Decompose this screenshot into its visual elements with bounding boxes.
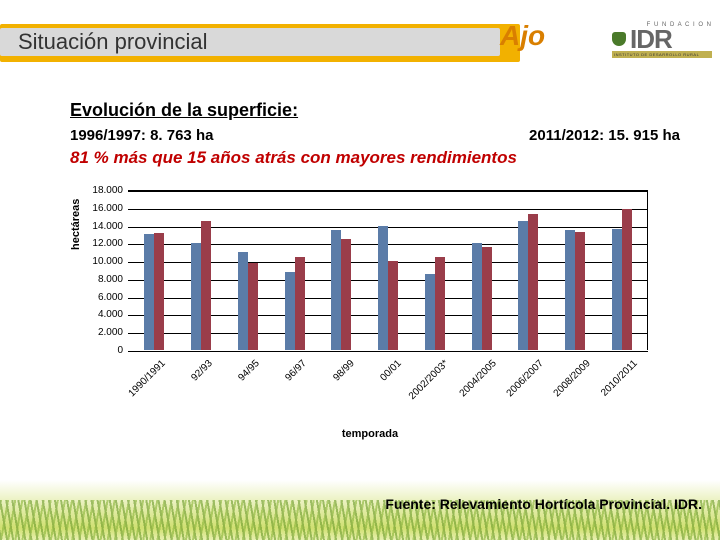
logo-star-icon [612,32,626,46]
bar-series-a [331,230,341,350]
bar-pair [225,190,270,350]
bar-series-b [248,263,258,350]
bar-series-a [238,252,248,350]
y-tick-label: 12.000 [79,239,123,249]
bar-pair [506,190,551,350]
subtitle: Evolución de la superficie: [70,100,680,121]
logo: F U N D A C I O N IDR INSTITUTO DE DESAR… [612,22,712,68]
y-tick-label: 2.000 [79,328,123,338]
y-tick-label: 16.000 [79,204,123,214]
bar-series-b [201,221,211,350]
bar-series-b [435,257,445,350]
header-accent-gray: Situación provincial [0,28,500,56]
bar-series-a [378,226,388,350]
y-tick-label: 10.000 [79,257,123,267]
x-axis-label: temporada [80,428,660,440]
stat-right: 2011/2012: 15. 915 ha [529,127,680,144]
chart: hectáreas 02.0004.0006.0008.00010.00012.… [80,190,660,450]
crop-name: Ajo [500,20,545,52]
bar-series-a [612,229,622,350]
bar-series-a [565,230,575,350]
bar-series-a [425,274,435,350]
bar-pair [319,190,364,350]
bars-container [128,190,648,350]
y-tick-label: 4.000 [79,310,123,320]
bar-series-b [622,209,632,350]
bar-series-b [154,233,164,350]
header-band: Situación provincial Ajo F U N D A C I O… [0,20,720,70]
bar-series-b [575,232,585,350]
bar-series-b [388,261,398,350]
bar-pair [599,190,644,350]
bar-pair [132,190,177,350]
bar-series-a [518,221,528,350]
bar-series-b [341,239,351,350]
bar-pair [553,190,598,350]
bar-pair [179,190,224,350]
bar-pair [366,190,411,350]
bar-series-b [528,214,538,350]
y-tick-label: 18.000 [79,186,123,196]
logo-idr-text: IDR [630,28,672,50]
bar-series-a [191,243,201,350]
bar-pair [272,190,317,350]
y-tick-label: 14.000 [79,222,123,232]
page-title: Situación provincial [18,29,208,55]
bar-pair [459,190,504,350]
highlight-text: 81 % más que 15 años atrás con mayores r… [70,148,680,168]
y-tick-label: 0 [79,346,123,356]
stat-left: 1996/1997: 8. 763 ha [70,127,213,144]
bar-series-b [482,247,492,350]
bar-series-b [295,257,305,350]
bar-series-a [285,272,295,350]
content: Evolución de la superficie: 1996/1997: 8… [70,100,680,168]
y-tick-label: 6.000 [79,293,123,303]
bar-pair [412,190,457,350]
bar-series-a [144,234,154,350]
stat-row: 1996/1997: 8. 763 ha 2011/2012: 15. 915 … [70,127,680,144]
source-text: Fuente: Relevamiento Hortícola Provincia… [385,496,702,512]
logo-subtitle: INSTITUTO DE DESARROLLO RURAL [612,51,712,58]
bar-series-a [472,243,482,350]
y-tick-label: 8.000 [79,275,123,285]
x-ticks: 1990/199192/9394/9596/9798/9900/012002/2… [128,352,648,422]
